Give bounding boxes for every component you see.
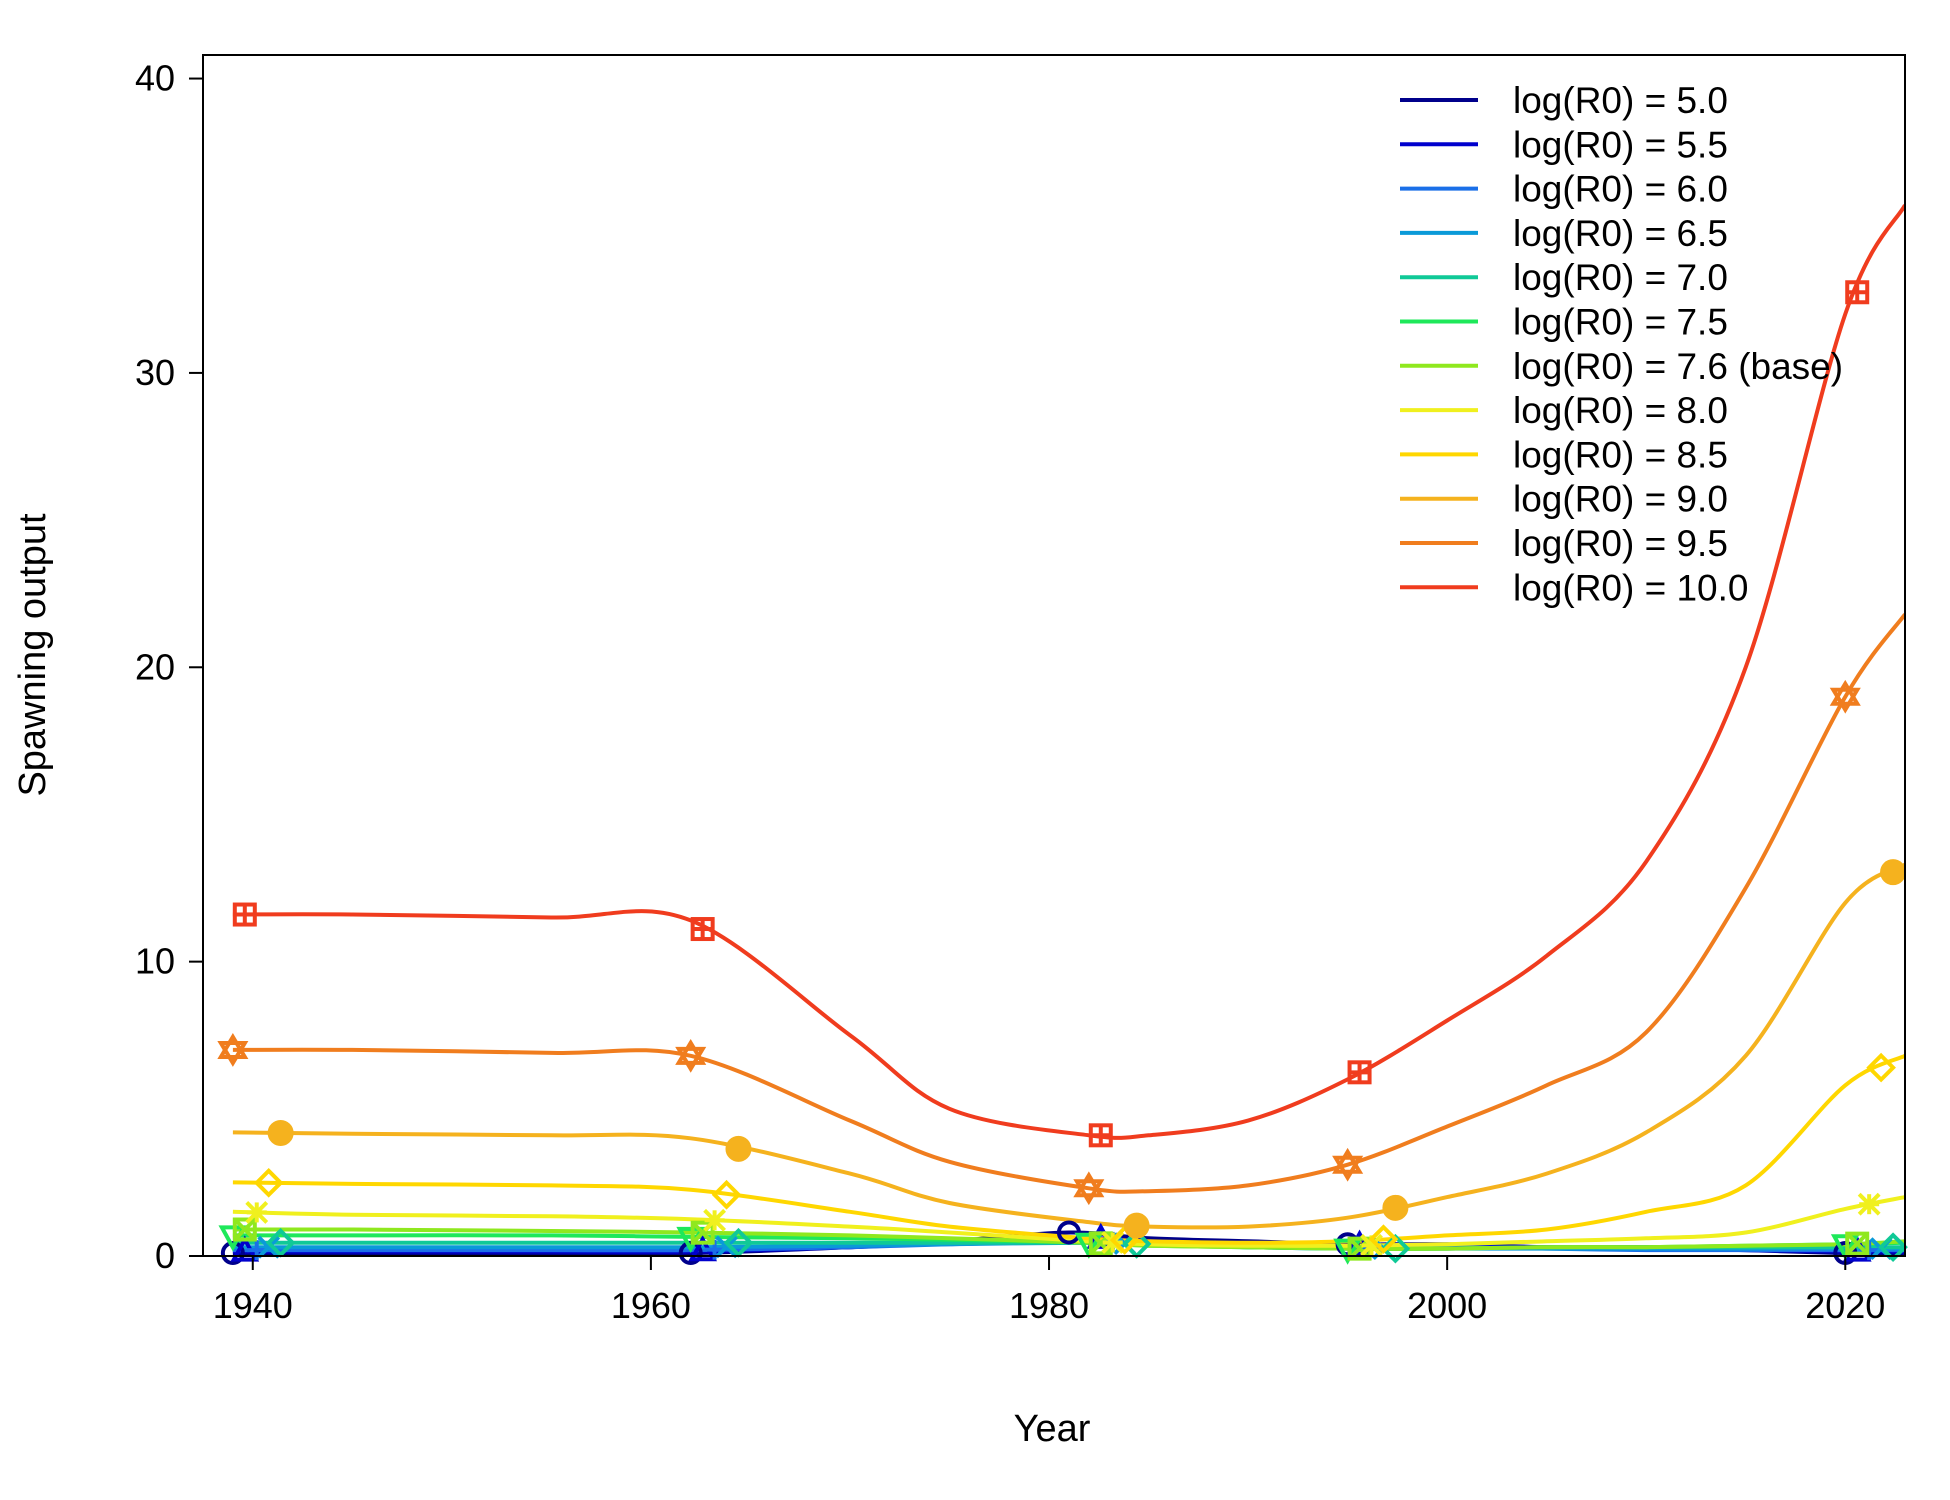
series-11-marker <box>232 902 257 927</box>
x-tick-label: 1940 <box>213 1285 293 1326</box>
series-6-marker <box>1845 1231 1870 1256</box>
series-4-marker <box>1878 1232 1908 1262</box>
series-7-marker <box>1857 1192 1881 1216</box>
series-11-marker <box>690 917 715 942</box>
series-9-marker <box>1123 1212 1150 1239</box>
series-4-marker <box>265 1227 296 1258</box>
series-8-marker <box>711 1179 742 1210</box>
series-10-marker <box>217 1033 249 1067</box>
series-line-11 <box>232 204 1905 1140</box>
x-tick-label: 2020 <box>1805 1285 1885 1326</box>
legend-label: log(R0) = 9.5 <box>1513 523 1728 564</box>
legend-label: log(R0) = 7.6 (base) <box>1513 346 1843 387</box>
series-line-8 <box>232 1053 1905 1245</box>
series-7-marker <box>703 1208 727 1232</box>
y-tick-label: 10 <box>135 941 175 982</box>
series-3-marker <box>257 1235 281 1259</box>
series-7-marker <box>245 1201 269 1224</box>
series-9-marker <box>725 1135 752 1162</box>
series-10-marker <box>1332 1147 1364 1182</box>
series-10-marker <box>1073 1171 1105 1206</box>
series-6-marker <box>232 1217 257 1242</box>
marker-layer <box>217 280 1908 1266</box>
x-tick-label: 1960 <box>611 1285 691 1326</box>
series-9-marker <box>267 1119 294 1146</box>
series-10-marker <box>675 1038 707 1073</box>
series-0-marker <box>1056 1220 1081 1245</box>
x-tick-label: 1980 <box>1009 1285 1089 1326</box>
legend-label: log(R0) = 6.5 <box>1513 213 1728 254</box>
legend-label: log(R0) = 7.0 <box>1513 257 1728 298</box>
series-4-marker <box>723 1227 754 1258</box>
legend-label: log(R0) = 7.5 <box>1513 302 1728 343</box>
series-11-marker <box>1845 280 1870 305</box>
x-tick-label: 2000 <box>1407 1285 1487 1326</box>
y-tick-label: 40 <box>135 58 175 99</box>
plot-frame <box>202 54 1906 1257</box>
legend-label: log(R0) = 10.0 <box>1513 567 1749 608</box>
legend-label: log(R0) = 5.0 <box>1513 80 1728 121</box>
y-tick-label: 0 <box>155 1235 175 1276</box>
series-10-marker <box>1829 679 1861 714</box>
series-9-marker <box>1880 859 1907 886</box>
legend-label: log(R0) = 6.0 <box>1513 169 1728 210</box>
series-11-marker <box>1088 1123 1113 1148</box>
series-8-marker <box>1368 1224 1399 1254</box>
legend-label: log(R0) = 8.0 <box>1513 390 1728 431</box>
series-8-marker <box>253 1168 284 1198</box>
series-11-marker <box>1347 1060 1372 1085</box>
series-8-marker <box>1866 1052 1896 1083</box>
axes-layer: 1940 1960 1980 2000 2020 0 10 20 30 40 <box>135 58 1885 1326</box>
legend-label: log(R0) = 8.5 <box>1513 434 1728 475</box>
x-axis-label: Year <box>1014 1408 1091 1450</box>
series-line-9 <box>232 862 1905 1230</box>
legend-label: log(R0) = 5.5 <box>1513 124 1728 165</box>
series-0-marker <box>220 1241 245 1266</box>
y-tick-label: 30 <box>135 352 175 393</box>
series-3-marker <box>715 1235 738 1259</box>
y-tick-label: 20 <box>135 646 175 687</box>
series-9-marker <box>1382 1194 1409 1221</box>
series-line-10 <box>232 613 1905 1194</box>
legend-label: log(R0) = 9.0 <box>1513 479 1728 520</box>
y-axis-label: Spawning output <box>12 513 54 797</box>
